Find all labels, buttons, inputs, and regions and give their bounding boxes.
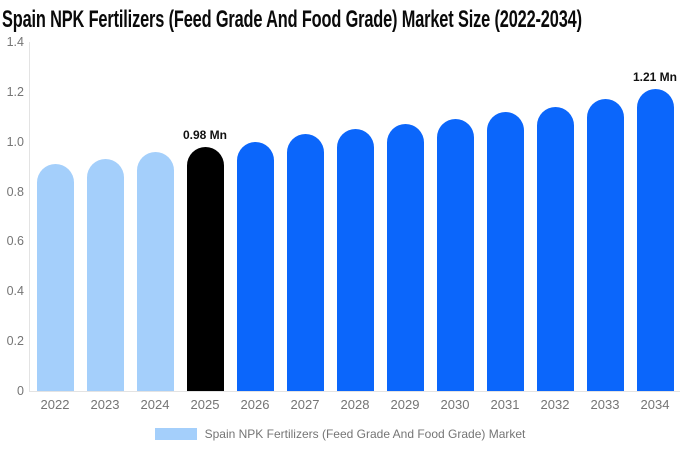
x-tick-2033: 2033 (590, 397, 620, 412)
y-tick-1.2: 1.2 (6, 84, 24, 99)
data-label-2025: 0.98 Mn (182, 127, 228, 142)
y-tick-0: 0 (17, 384, 24, 398)
bar-2022[interactable] (36, 164, 74, 391)
bar-2025[interactable] (186, 146, 224, 391)
x-tick-2027: 2027 (290, 397, 320, 412)
bar-2023[interactable] (86, 159, 124, 391)
x-tick-2024: 2024 (140, 397, 170, 412)
y-tick-1.4: 1.4 (6, 35, 24, 49)
y-tick-0.2: 0.2 (6, 334, 24, 349)
x-tick-2031: 2031 (490, 397, 520, 412)
y-axis-line (29, 42, 30, 391)
x-tick-2028: 2028 (340, 397, 370, 412)
bar-2027[interactable] (286, 134, 324, 391)
x-tick-2032: 2032 (540, 397, 570, 412)
x-tick-2022: 2022 (40, 397, 70, 412)
x-axis-line (29, 391, 680, 392)
y-tick-0.8: 0.8 (6, 184, 24, 199)
bar-2028[interactable] (336, 129, 374, 391)
x-tick-2026: 2026 (240, 397, 270, 412)
x-tick-2030: 2030 (440, 397, 470, 412)
chart-title: Spain NPK Fertilizers (Feed Grade And Fo… (2, 6, 582, 33)
data-label-2034: 1.21 Mn (632, 70, 678, 85)
x-tick-2034: 2034 (640, 397, 670, 412)
x-tick-2025: 2025 (190, 397, 220, 412)
x-tick-2029: 2029 (390, 397, 420, 412)
y-tick-0.4: 0.4 (6, 284, 24, 299)
bar-2031[interactable] (486, 111, 524, 391)
legend[interactable]: Spain NPK Fertilizers (Feed Grade And Fo… (0, 427, 680, 441)
bar-2030[interactable] (436, 119, 474, 391)
legend-label: Spain NPK Fertilizers (Feed Grade And Fo… (204, 427, 526, 441)
plot-area: 1.4 1.2 1.0 0.8 0.6 0.4 0.2 0 2022 2023 2024 2025 20… (0, 35, 680, 412)
bar-2033[interactable] (586, 99, 624, 391)
bar-2029[interactable] (386, 124, 424, 391)
bar-2026[interactable] (236, 141, 274, 391)
x-tick-2023: 2023 (90, 397, 120, 412)
bar-2034[interactable] (636, 89, 674, 391)
legend-swatch-icon (154, 428, 197, 440)
bar-2032[interactable] (536, 106, 574, 391)
y-tick-0.6: 0.6 (6, 234, 24, 249)
y-tick-1.0: 1.0 (6, 134, 24, 149)
bar-2024[interactable] (136, 151, 174, 391)
